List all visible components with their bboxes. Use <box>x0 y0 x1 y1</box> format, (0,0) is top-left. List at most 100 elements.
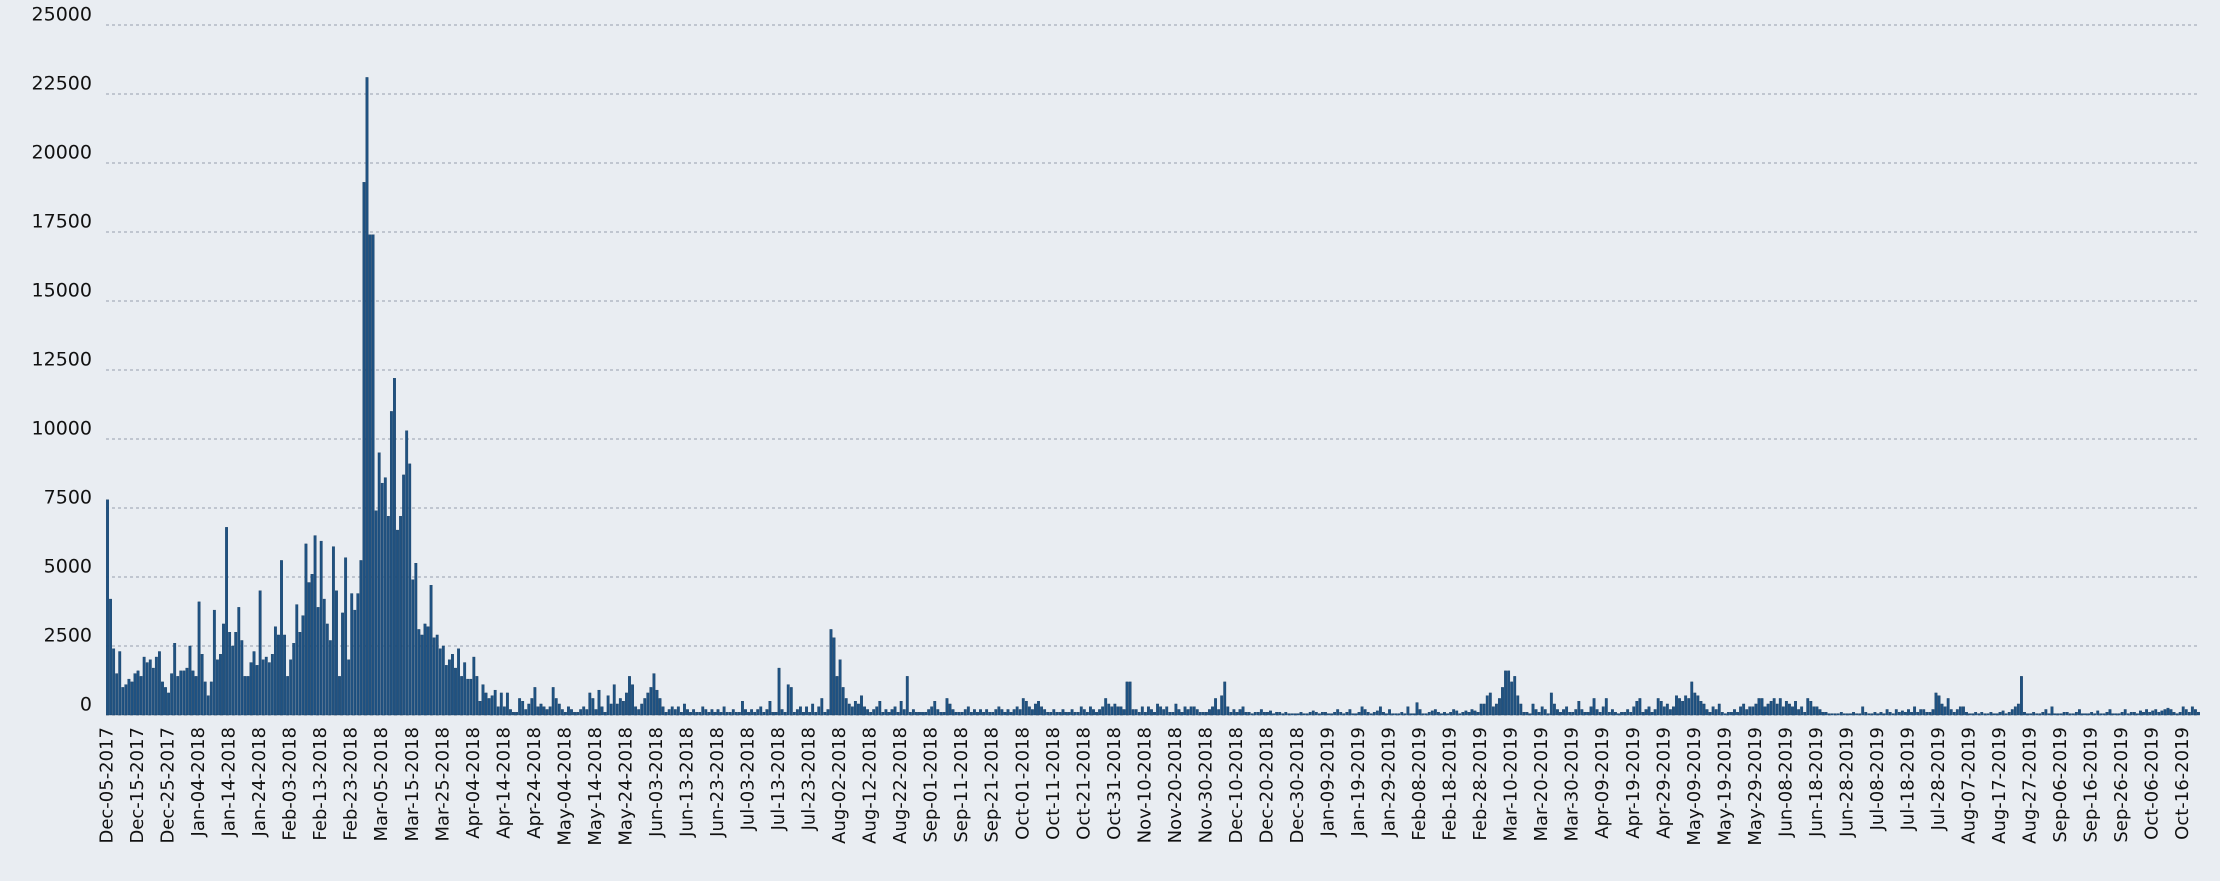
bar <box>1064 712 1068 716</box>
x-tick-label: Aug-17-2019 <box>1989 727 2010 844</box>
bar <box>1040 706 1044 716</box>
bar <box>1284 712 1288 716</box>
bar <box>1702 703 1706 716</box>
bar <box>554 698 558 716</box>
bar <box>1406 706 1410 716</box>
bar <box>1739 706 1743 716</box>
bar <box>2032 712 2036 716</box>
bar <box>1513 676 1517 716</box>
bar <box>2139 710 2142 716</box>
bar <box>759 706 763 716</box>
bar <box>487 698 491 716</box>
bar <box>179 670 183 716</box>
x-tick-label: Oct-16-2019 <box>2172 727 2193 840</box>
bar <box>863 706 866 716</box>
bar <box>2013 706 2017 716</box>
bar <box>1037 701 1040 716</box>
bar <box>322 598 326 716</box>
bar <box>1342 713 1346 716</box>
bar <box>896 712 900 716</box>
bar <box>1824 712 1828 716</box>
bar <box>127 678 131 716</box>
x-tick-label: Jun-08-2019 <box>1775 727 1796 838</box>
bar <box>2041 712 2045 716</box>
bar <box>765 709 769 716</box>
bar <box>1589 706 1593 716</box>
bar <box>1244 712 1248 716</box>
x-tick-label: Jun-03-2018 <box>646 727 667 838</box>
bar <box>707 712 711 716</box>
bar <box>1876 713 1880 716</box>
bar <box>545 709 549 716</box>
y-tick-label: 20000 <box>32 142 92 164</box>
bar <box>1989 712 1993 716</box>
x-tick-label: May-19-2019 <box>1714 727 1735 846</box>
bar <box>231 645 235 716</box>
bar <box>115 673 119 716</box>
bar <box>1436 712 1440 716</box>
bar <box>1061 709 1065 716</box>
bar <box>1333 712 1337 716</box>
bar <box>963 709 967 716</box>
bar <box>878 701 882 716</box>
bar <box>933 701 937 716</box>
bar <box>945 698 949 716</box>
bar <box>1217 709 1221 716</box>
bar <box>762 712 766 716</box>
bar <box>817 706 821 716</box>
bar <box>1241 706 1245 716</box>
x-tick-label: Dec-15-2017 <box>127 727 148 844</box>
bar <box>1617 713 1620 716</box>
x-tick-label: Sep-11-2018 <box>951 727 972 843</box>
bar <box>499 692 503 716</box>
x-tick-label: Apr-19-2019 <box>1623 727 1644 839</box>
bar <box>371 234 375 716</box>
bar <box>948 703 952 716</box>
bar <box>594 709 598 716</box>
bar <box>560 709 564 716</box>
bar <box>1052 709 1056 716</box>
bar <box>1925 712 1929 716</box>
bar <box>1092 709 1095 716</box>
bar <box>686 709 689 716</box>
bar <box>835 676 839 716</box>
bar <box>1345 712 1349 716</box>
bar <box>313 535 317 716</box>
bar <box>1757 698 1761 716</box>
bar <box>1397 713 1401 716</box>
bar <box>1714 709 1718 716</box>
bar <box>985 709 989 716</box>
bar <box>563 712 567 716</box>
bar <box>1907 709 1910 716</box>
bar <box>383 477 387 716</box>
bar <box>1693 692 1697 716</box>
bar <box>979 709 982 716</box>
bar <box>2178 712 2182 716</box>
bar <box>1650 712 1654 716</box>
bar <box>1626 709 1630 716</box>
bar <box>2062 712 2066 716</box>
bar <box>603 712 607 716</box>
y-tick-label: 22500 <box>32 73 92 95</box>
bar <box>1162 709 1166 716</box>
bar <box>753 712 757 716</box>
bar <box>1125 681 1129 716</box>
bar <box>539 703 543 716</box>
x-tick-label: Oct-31-2018 <box>1104 727 1125 840</box>
bar <box>469 678 473 716</box>
bar <box>829 629 833 716</box>
x-tick-label: Jul-23-2018 <box>799 727 820 831</box>
bar <box>1049 712 1053 716</box>
bar <box>771 712 775 716</box>
bar <box>261 659 265 716</box>
bar <box>176 676 180 716</box>
bar <box>243 676 247 716</box>
x-tick-label: Dec-05-2017 <box>97 727 118 844</box>
bar <box>887 712 891 716</box>
bar <box>509 709 512 716</box>
bar <box>2047 713 2051 716</box>
bar <box>2023 712 2026 716</box>
bar <box>631 684 634 716</box>
bar <box>1327 713 1330 716</box>
